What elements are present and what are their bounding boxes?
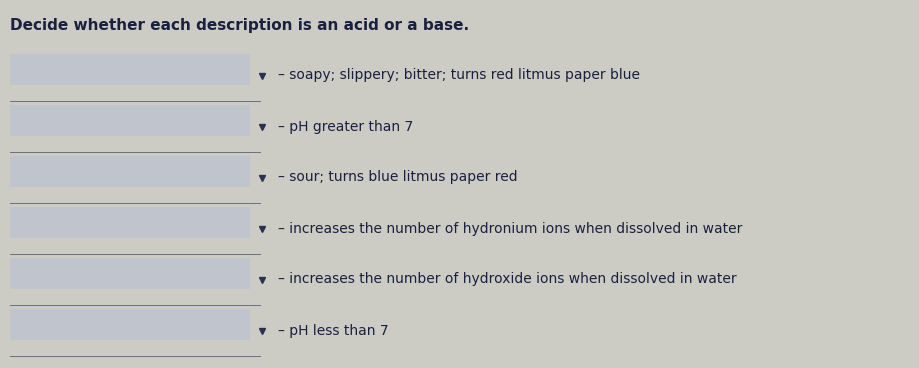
Text: – pH greater than 7: – pH greater than 7 [278,120,413,134]
Bar [10,309,250,340]
Text: – increases the number of hydronium ions when dissolved in water: – increases the number of hydronium ions… [278,222,742,236]
Text: Decide whether each description is an acid or a base.: Decide whether each description is an ac… [10,18,469,33]
Text: – sour; turns blue litmus paper red: – sour; turns blue litmus paper red [278,170,517,184]
Bar [10,54,250,85]
Text: – pH less than 7: – pH less than 7 [278,323,388,337]
Text: – increases the number of hydroxide ions when dissolved in water: – increases the number of hydroxide ions… [278,272,736,287]
Bar [10,207,250,238]
Text: – soapy; slippery; bitter; turns red litmus paper blue: – soapy; slippery; bitter; turns red lit… [278,68,640,82]
Bar [10,258,250,289]
Bar [10,105,250,136]
Bar [10,156,250,187]
